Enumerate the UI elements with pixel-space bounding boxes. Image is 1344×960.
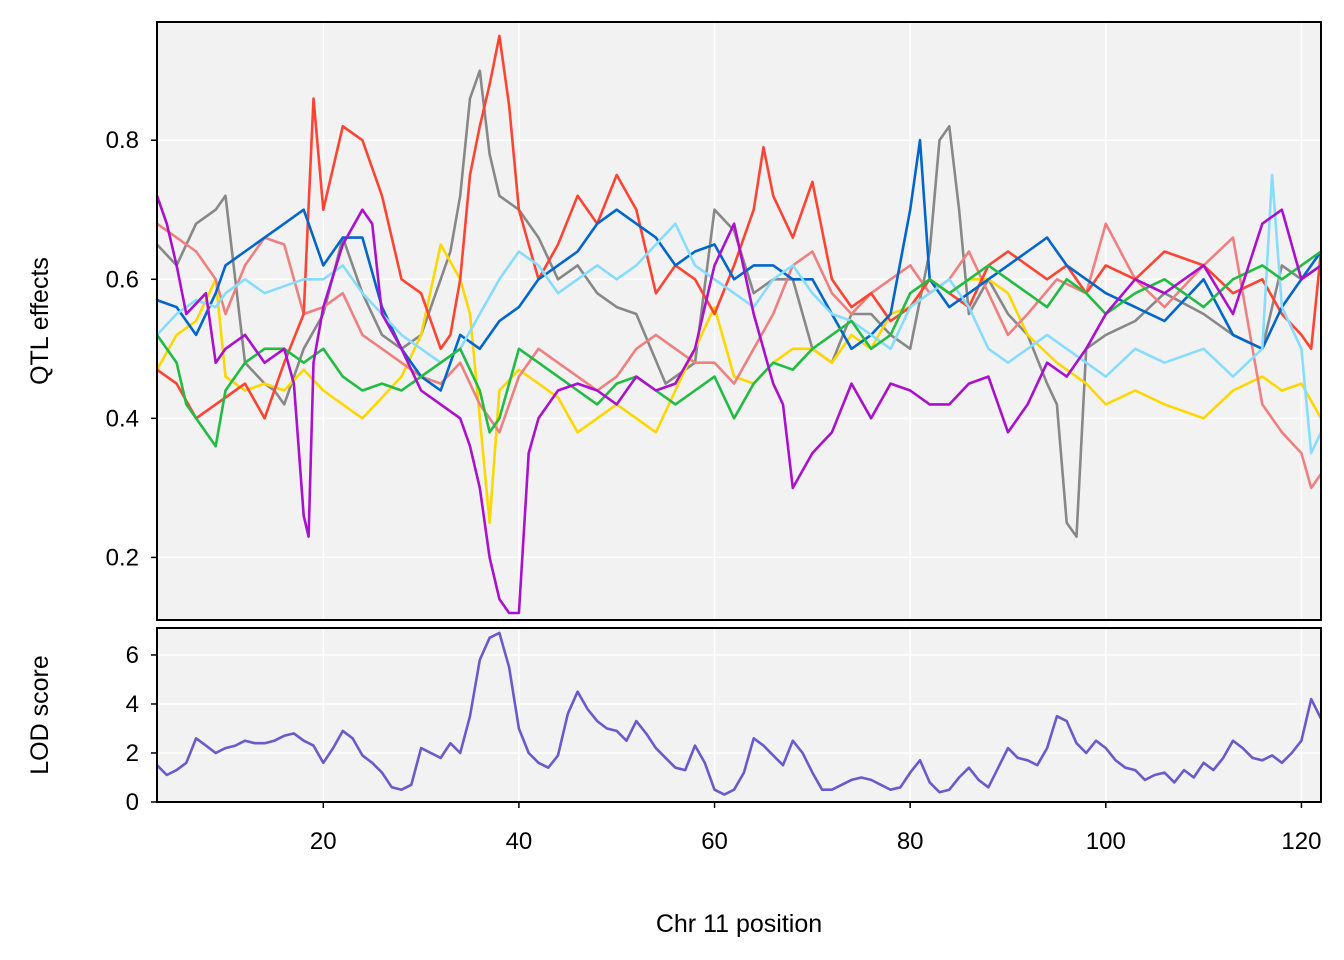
lod-series-line-0 [156, 631, 1323, 796]
x-tick-label: 80 [897, 828, 924, 855]
effects-series-line-3 [156, 34, 1323, 420]
effects-y-tick-label: 0.8 [106, 127, 139, 154]
lod-panel: 0 2 4 6 20 40 60 80 100 120 LOD score Chr 11 pos… [26, 627, 1323, 938]
lod-plot-frame [156, 627, 1322, 803]
effects-y-tick-label: 0.6 [106, 266, 139, 293]
x-axis-title: Chr 11 position [656, 910, 822, 938]
effects-y-axis-title: QTL effects [26, 257, 54, 385]
x-tick-label: 20 [310, 828, 337, 855]
effects-series-line-7 [155, 195, 1322, 615]
lod-y-tick-label: 0 [126, 789, 139, 816]
effects-series-line-5 [156, 173, 1323, 455]
effects-y-tick-label: 0.4 [106, 405, 139, 432]
effects-y-axis: 0.2 0.4 0.6 0.8 [106, 127, 157, 571]
effects-gridlines [157, 22, 1321, 620]
effects-series-group [155, 34, 1323, 615]
effects-plot-background [157, 22, 1321, 620]
lod-plot-background [157, 628, 1321, 802]
effects-series-line-6 [155, 250, 1322, 448]
lod-y-tick-label: 2 [126, 740, 139, 767]
lod-y-tick-label: 6 [126, 642, 139, 669]
lod-y-tick-label: 4 [126, 691, 139, 718]
lod-series-group [156, 631, 1323, 796]
effects-series-line-4 [156, 138, 1323, 392]
effects-panel: 0.2 0.4 0.6 0.8 QTL effects [26, 21, 1323, 621]
effects-series-line-2 [156, 222, 1323, 490]
effects-series-line-1 [155, 243, 1323, 525]
lod-y-axis: 0 2 4 6 [126, 642, 157, 816]
x-tick-label: 100 [1086, 828, 1126, 855]
lod-y-axis-title: LOD score [26, 655, 54, 774]
x-axis: 20 40 60 80 100 120 [310, 802, 1321, 855]
x-tick-label: 120 [1281, 828, 1321, 855]
x-tick-label: 60 [701, 828, 728, 855]
effects-y-tick-label: 0.2 [106, 544, 139, 571]
effects-plot-frame [156, 21, 1322, 621]
x-tick-label: 40 [506, 828, 533, 855]
